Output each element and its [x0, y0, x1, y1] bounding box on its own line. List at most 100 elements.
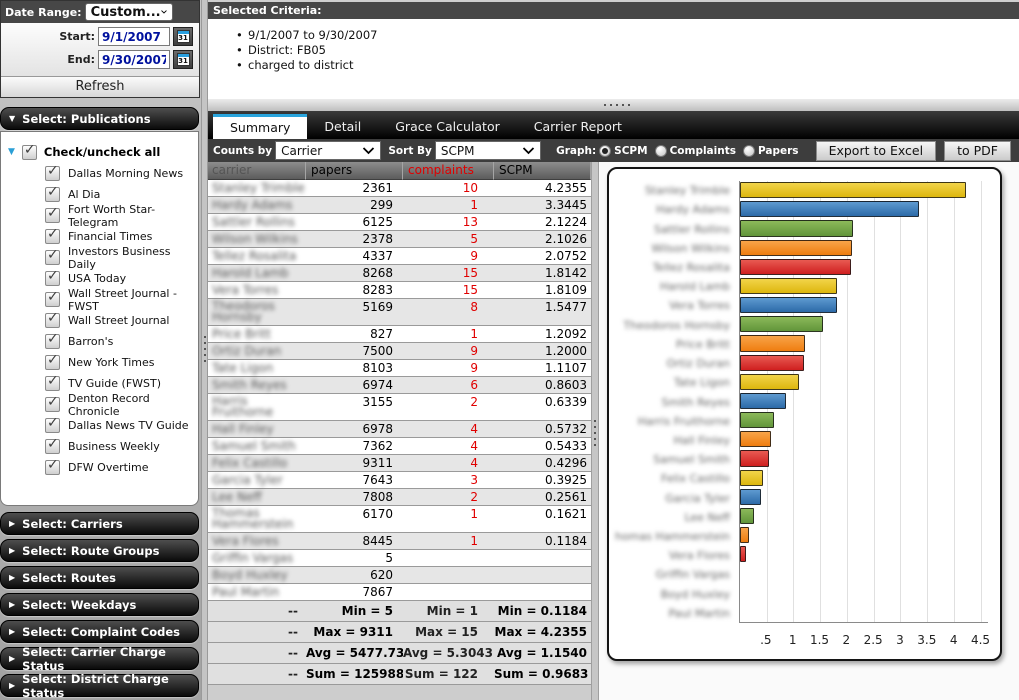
chart-bar: [740, 373, 800, 390]
column-header-papers[interactable]: papers: [306, 162, 403, 180]
scpm-bar-chart: Stanley Trimble Hardy Adams Sattler Rollin…: [607, 167, 1002, 661]
chart-label-blurred: Felix Castillo: [661, 472, 730, 486]
check-uncheck-all-row: ▼ ✓ Check/uncheck all: [1, 141, 198, 163]
chart-bar: [740, 316, 823, 333]
graph-radio-complaints[interactable]: [654, 144, 667, 157]
scpm-value: 2.1224: [545, 215, 587, 229]
tab-detail[interactable]: Detail: [324, 119, 362, 134]
publications-section-header[interactable]: ▼ Select: Publications: [0, 107, 199, 130]
publication-checkbox[interactable]: ✓: [45, 205, 60, 223]
carrier-name-blurred: Stanley Trimble: [212, 181, 305, 195]
table-row: Felix Castillo 9311 4 0.4296: [208, 455, 591, 472]
scpm-value: 0.1184: [545, 534, 587, 548]
chart-bar-row: [740, 200, 988, 219]
publication-checkbox[interactable]: ✓: [45, 331, 60, 349]
publication-checkbox[interactable]: ✓: [45, 289, 60, 307]
accordion-select-carriers[interactable]: ▶ Select: Carriers: [0, 512, 199, 535]
calendar-icon: 31: [176, 53, 190, 66]
tab-carrier-report[interactable]: Carrier Report: [533, 119, 622, 134]
publication-checkbox[interactable]: ✓: [45, 436, 60, 454]
accordion-select-weekdays[interactable]: ▶ Select: Weekdays: [0, 593, 199, 616]
papers-value: 7643: [362, 473, 393, 487]
sort-by-label: Sort By: [388, 144, 432, 157]
publication-checkbox[interactable]: ✓: [45, 184, 60, 202]
accordion-select-route-groups[interactable]: ▶ Select: Route Groups: [0, 539, 199, 562]
x-tick-label: .5: [760, 633, 772, 647]
chart-bar: [740, 354, 805, 371]
export-excel-button[interactable]: Export to Excel: [815, 140, 937, 161]
check-all-checkbox[interactable]: ✓: [21, 141, 37, 160]
papers-value: 6125: [362, 215, 393, 229]
checkmark-icon: ✓: [47, 394, 59, 410]
publication-checkbox[interactable]: ✓: [45, 352, 60, 370]
column-header-complaints[interactable]: complaints: [403, 162, 494, 180]
column-header-carrier[interactable]: carrier: [208, 162, 306, 180]
publication-item: ✓ TV Guide (FWST): [45, 373, 198, 394]
tab-summary[interactable]: Summary: [213, 114, 308, 139]
publication-item: ✓ Barron's: [45, 331, 198, 352]
publication-checkbox[interactable]: ✓: [45, 226, 60, 244]
chart-gridline: [820, 181, 822, 622]
publication-checkbox[interactable]: ✓: [45, 247, 60, 265]
publication-checkbox[interactable]: ✓: [45, 163, 60, 181]
publication-item: ✓ DFW Overtime: [45, 457, 198, 478]
table-chart-splitter[interactable]: [591, 162, 599, 700]
chart-label-blurred: Hardy Adams: [656, 203, 730, 217]
column-header-scpm[interactable]: SCPM: [494, 162, 591, 180]
carrier-name-blurred: Theodoros Hornsby: [212, 299, 275, 324]
chart-x-axis: .5 1 1.5 2 2.5 3 3.5 4 4.5: [739, 629, 991, 651]
chart-bar-row: [740, 277, 988, 296]
start-date-input[interactable]: [98, 27, 170, 46]
chart-label-blurred: Garcia Tyler: [665, 491, 730, 505]
complaints-value: 9: [470, 344, 478, 358]
date-fields: Start: 31 End: 31: [1, 23, 199, 76]
sort-by-select[interactable]: SCPM: [434, 141, 542, 160]
sidebar-splitter[interactable]: [201, 0, 208, 700]
accordion-select-routes[interactable]: ▶ Select: Routes: [0, 566, 199, 589]
end-date-input[interactable]: [98, 50, 170, 69]
complaints-value: 8: [470, 300, 478, 314]
chart-bar: [740, 507, 754, 525]
table-row: Tate Ligon 8103 9 1.1107: [208, 360, 591, 377]
x-tick-label: 4.5: [970, 633, 991, 647]
accordion-select-complaint-codes[interactable]: ▶ Select: Complaint Codes: [0, 620, 199, 643]
triangle-down-icon[interactable]: ▼: [8, 147, 15, 157]
criteria-item: charged to district: [236, 58, 1019, 73]
chart-bar: [740, 297, 837, 314]
table-row: Vera Flores 8445 1 0.1184: [208, 533, 591, 550]
start-calendar-button[interactable]: 31: [173, 27, 193, 46]
publication-checkbox[interactable]: ✓: [45, 310, 60, 328]
publication-checkbox[interactable]: ✓: [45, 415, 60, 433]
end-calendar-button[interactable]: 31: [173, 50, 193, 69]
chart-bar-row: [740, 411, 988, 430]
accordion-label: Select: Carriers: [22, 516, 123, 531]
splitter-grip-icon: [604, 104, 630, 106]
date-range-select[interactable]: Custom...: [84, 3, 173, 21]
complaints-value: 2: [470, 490, 478, 504]
graph-radio-label: Complaints: [669, 144, 736, 157]
accordion-label: Select: Route Groups: [22, 543, 160, 558]
criteria-splitter[interactable]: [208, 99, 1019, 111]
publication-checkbox[interactable]: ✓: [45, 394, 60, 412]
publication-checkbox[interactable]: ✓: [45, 457, 60, 475]
complaints-value: [403, 584, 494, 600]
publication-checkbox[interactable]: ✓: [45, 373, 60, 391]
selected-criteria-header: Selected Criteria:: [208, 2, 1019, 19]
accordion-select-carrier-charge-status[interactable]: ▶ Select: Carrier Charge Status: [0, 645, 199, 673]
tab-grace-calculator[interactable]: Grace Calculator: [395, 119, 500, 134]
graph-radio-scpm[interactable]: [599, 144, 612, 157]
papers-value: 6170: [362, 507, 393, 521]
complaints-value: 1: [470, 507, 478, 521]
checkmark-icon: ✓: [47, 310, 59, 326]
summary-complaints-cell: Min = 1: [426, 604, 478, 618]
accordion-select-district-charge-status[interactable]: ▶ Select: District Charge Status: [0, 672, 199, 700]
carrier-name-blurred: Felix Castillo: [212, 456, 288, 470]
refresh-button[interactable]: Refresh: [1, 76, 199, 97]
publication-checkbox[interactable]: ✓: [45, 268, 60, 286]
triangle-right-icon: ▶: [9, 573, 16, 582]
chart-bar: [740, 469, 763, 486]
counts-by-select[interactable]: Carrier: [275, 141, 382, 160]
scpm-value: 3.3445: [545, 198, 587, 212]
graph-radio-papers[interactable]: [742, 144, 755, 157]
to-pdf-button[interactable]: to PDF: [944, 140, 1011, 161]
